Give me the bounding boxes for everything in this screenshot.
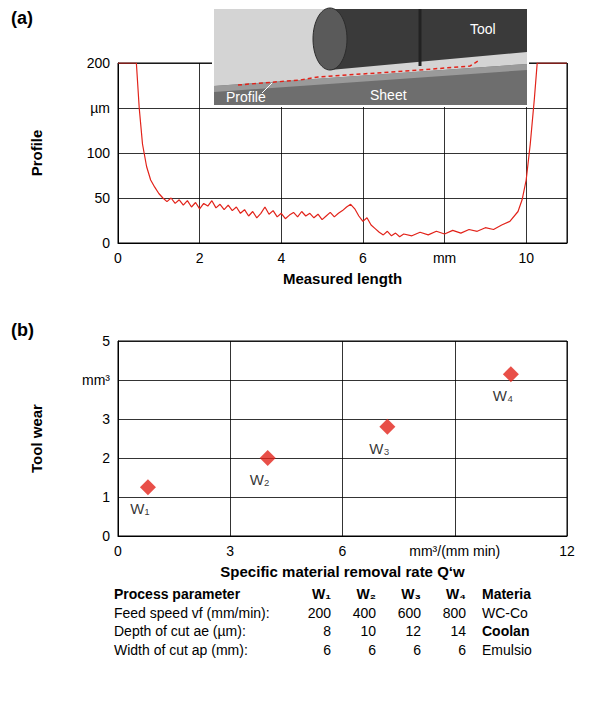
html-text:Emulsio: Emulsio (482, 641, 532, 658)
html-text:Materia: Materia (482, 586, 531, 602)
svg-text:W₂: W₂ (250, 471, 270, 488)
html-text:200: 200 (307, 604, 331, 621)
html-text:WC-Co: WC-Co (482, 604, 528, 621)
svg-text:1: 1 (102, 489, 110, 505)
html-text:W₃: W₃ (401, 586, 421, 602)
svg-text:3: 3 (102, 411, 110, 427)
html-text:14: 14 (450, 623, 466, 639)
html-text:W₁: W₁ (312, 586, 331, 602)
html-text:Coolan: Coolan (482, 623, 530, 639)
html-text:400: 400 (352, 604, 376, 621)
svg-text:Profile: Profile (226, 89, 266, 105)
svg-text:0: 0 (114, 543, 122, 559)
svg-text:10: 10 (518, 250, 534, 266)
html-text:Width of cut ap (mm):: Width of cut ap (mm): (114, 641, 248, 658)
html-text:10: 10 (360, 623, 376, 639)
html-text:8: 8 (323, 623, 331, 639)
svg-text:0: 0 (102, 528, 110, 544)
html-text:6: 6 (323, 641, 331, 658)
html-text:W₄: W₄ (446, 586, 466, 602)
svg-text:100: 100 (87, 145, 111, 161)
html-text:Depth of cut ae (µm):: Depth of cut ae (µm): (114, 623, 246, 639)
svg-text:mm³/(mm min): mm³/(mm min) (409, 543, 500, 559)
svg-text:Sheet: Sheet (370, 87, 407, 103)
svg-text:2: 2 (196, 250, 204, 266)
svg-text:Profile: Profile (28, 130, 45, 177)
svg-text:mm: mm (433, 250, 456, 266)
svg-text:0: 0 (102, 235, 110, 251)
html-text:Process parameter: Process parameter (114, 586, 241, 602)
svg-text:mm³: mm³ (82, 372, 110, 388)
svg-text:Measured length: Measured length (283, 270, 402, 287)
svg-text:4: 4 (277, 250, 285, 266)
svg-text:0: 0 (114, 250, 122, 266)
html-text:Feed speed vf (mm/min):: Feed speed vf (mm/min): (114, 604, 270, 621)
svg-text:6: 6 (339, 543, 347, 559)
svg-text:Tool wear: Tool wear (28, 404, 45, 473)
html-text:W₂: W₂ (356, 586, 376, 602)
html-text:6: 6 (413, 641, 421, 658)
svg-text:(a): (a) (11, 8, 33, 28)
svg-text:µm: µm (90, 100, 110, 116)
svg-text:W₁: W₁ (130, 500, 149, 517)
svg-text:3: 3 (226, 543, 234, 559)
svg-text:Specific material removal rate: Specific material removal rate Q‘w (220, 563, 465, 580)
html-text:6: 6 (458, 641, 466, 658)
svg-text:W₄: W₄ (493, 387, 513, 404)
html-text:600: 600 (397, 604, 421, 621)
html-text:6: 6 (368, 641, 376, 658)
svg-text:5: 5 (102, 333, 110, 349)
svg-text:50: 50 (94, 190, 110, 206)
html-text:12: 12 (405, 623, 421, 639)
svg-text:12: 12 (559, 543, 575, 559)
svg-text:6: 6 (359, 250, 367, 266)
svg-text:2: 2 (102, 450, 110, 466)
svg-text:Tool: Tool (470, 21, 496, 37)
svg-text:W₃: W₃ (369, 440, 389, 457)
html-text:800: 800 (442, 604, 466, 621)
svg-text:200: 200 (87, 55, 111, 71)
svg-text:(b): (b) (11, 320, 34, 340)
